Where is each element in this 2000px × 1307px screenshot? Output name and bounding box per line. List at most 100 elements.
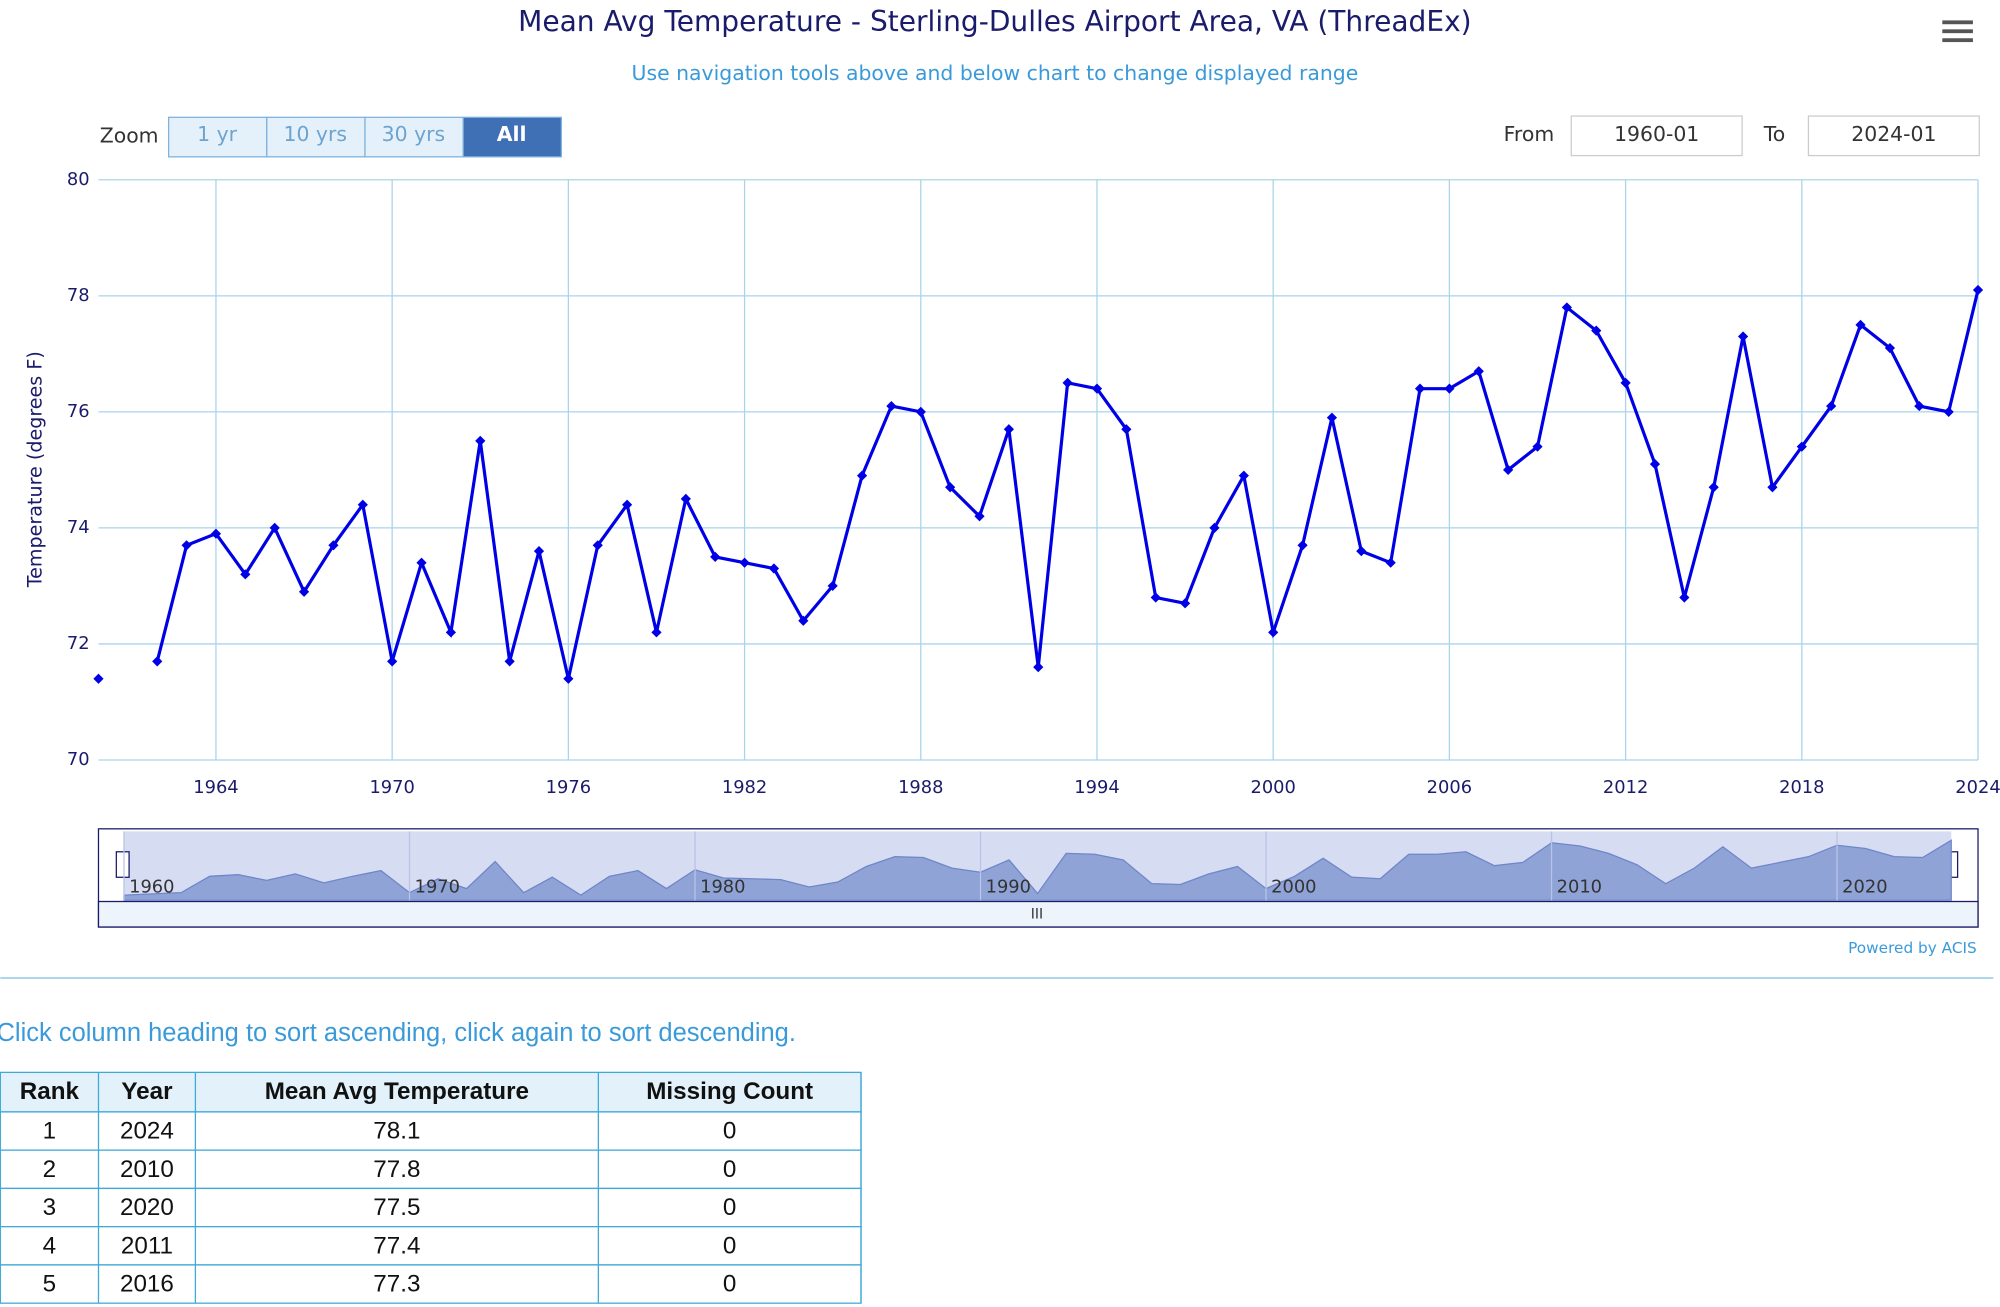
table-cell: 2016 — [120, 1271, 174, 1298]
x-tick-label: 2012 — [1603, 777, 1648, 798]
column-header[interactable]: Rank — [20, 1078, 80, 1105]
table-cell: 2024 — [120, 1118, 174, 1145]
navigator-tick-label: 2020 — [1842, 876, 1887, 897]
chart-subtitle: Use navigation tools above and below cha… — [632, 61, 1359, 85]
data-point — [856, 470, 868, 481]
zoom-button-label[interactable]: 10 yrs — [284, 122, 348, 146]
table-row — [0, 1264, 862, 1304]
zoom-button-label[interactable]: All — [497, 122, 527, 146]
zoom-button-label[interactable]: 1 yr — [197, 122, 238, 146]
data-point — [739, 557, 750, 568]
x-tick-label: 1976 — [546, 777, 591, 798]
table-cell: 0 — [723, 1232, 736, 1259]
data-point — [152, 656, 163, 667]
data-point — [1503, 464, 1514, 475]
data-point — [1385, 557, 1396, 568]
data-point — [504, 656, 515, 667]
data-point — [387, 656, 398, 667]
data-point — [328, 540, 339, 551]
column-header[interactable]: Missing Count — [646, 1078, 813, 1105]
data-point — [93, 673, 104, 684]
table-cell: 0 — [723, 1194, 736, 1221]
data-point — [886, 400, 897, 412]
data-point — [1914, 400, 1925, 412]
data-point — [181, 540, 192, 551]
y-tick-label: 74 — [67, 517, 90, 538]
data-point — [1003, 424, 1014, 435]
zoom-button-label[interactable]: 30 yrs — [382, 122, 446, 146]
menu-icon[interactable] — [1942, 20, 1973, 43]
data-point — [974, 511, 985, 522]
data-point — [1414, 383, 1426, 394]
zoom-button[interactable] — [462, 116, 562, 158]
zoom-button[interactable] — [167, 116, 268, 158]
zoom-button[interactable] — [364, 116, 464, 158]
data-point — [1091, 383, 1103, 394]
table-cell: 77.5 — [373, 1194, 420, 1221]
data-point — [1356, 546, 1367, 557]
data-point — [1972, 284, 1984, 296]
table-cell: 4 — [43, 1232, 56, 1259]
x-tick-label: 2000 — [1250, 777, 1295, 798]
data-point — [1326, 412, 1338, 423]
table-cell: 0 — [723, 1156, 736, 1183]
data-point — [1209, 522, 1220, 534]
to-value[interactable]: 2024-01 — [1851, 122, 1936, 146]
data-point — [1268, 627, 1279, 638]
data-point — [475, 435, 486, 446]
chart-title: Mean Avg Temperature - Sterling-Dulles A… — [518, 5, 1471, 38]
table-cell: 2020 — [120, 1194, 174, 1221]
y-tick-label: 72 — [67, 633, 90, 654]
y-tick-label: 76 — [67, 401, 90, 422]
data-point — [1679, 592, 1690, 603]
to-label: To — [1763, 122, 1785, 146]
x-tick-label: 1970 — [369, 777, 414, 798]
table-cell: 0 — [723, 1271, 736, 1298]
data-point — [1943, 406, 1954, 417]
data-point — [1767, 482, 1778, 493]
y-tick-label: 78 — [67, 285, 90, 306]
to-input[interactable] — [1807, 115, 1980, 157]
scrollbar[interactable] — [97, 900, 1979, 928]
table-cell: 5 — [43, 1271, 56, 1298]
data-point — [768, 563, 780, 574]
data-point — [680, 493, 691, 504]
data-point — [1473, 366, 1484, 377]
data-point — [1179, 598, 1191, 609]
x-tick-label: 2018 — [1779, 777, 1824, 798]
from-input[interactable] — [1570, 115, 1743, 157]
data-point — [1826, 400, 1837, 412]
x-tick-label: 1994 — [1074, 777, 1119, 798]
from-value[interactable]: 1960-01 — [1614, 122, 1699, 146]
navigator-area — [123, 839, 1952, 901]
navigator-tick-label: 1990 — [986, 876, 1031, 897]
navigator-tick-label: 1960 — [129, 876, 174, 897]
data-point — [651, 627, 662, 638]
table-cell: 1 — [43, 1118, 56, 1145]
rank-table: Rank Year Mean Avg Temperature Missing Coun… — [0, 1071, 862, 1304]
scrollbar-grip[interactable]: III — [1031, 906, 1043, 922]
table-cell: 78.1 — [373, 1118, 420, 1145]
column-header[interactable]: Year — [121, 1078, 173, 1105]
navigator-tick-label: 1970 — [415, 876, 460, 897]
data-point — [1150, 592, 1161, 603]
navigator-tick-label: 2000 — [1271, 876, 1316, 897]
x-tick-label: 2024 — [1955, 777, 2000, 798]
data-point — [357, 499, 368, 510]
navigator-tick-label: 1980 — [700, 876, 745, 897]
column-header[interactable]: Mean Avg Temperature — [265, 1078, 529, 1105]
table-row — [0, 1226, 862, 1266]
y-tick-label: 70 — [67, 749, 90, 770]
table-cell: 2011 — [121, 1232, 173, 1259]
x-tick-label: 1982 — [722, 777, 767, 798]
data-point — [563, 673, 574, 684]
data-point — [1884, 342, 1896, 354]
data-point — [1033, 662, 1044, 673]
table-cell: 77.8 — [373, 1156, 420, 1183]
data-point — [1708, 482, 1719, 493]
credit: Powered by ACIS — [1848, 939, 1977, 957]
navigator-handle[interactable] — [115, 851, 130, 878]
x-tick-label: 1964 — [193, 777, 238, 798]
data-point — [945, 482, 956, 493]
data-point — [210, 528, 222, 539]
